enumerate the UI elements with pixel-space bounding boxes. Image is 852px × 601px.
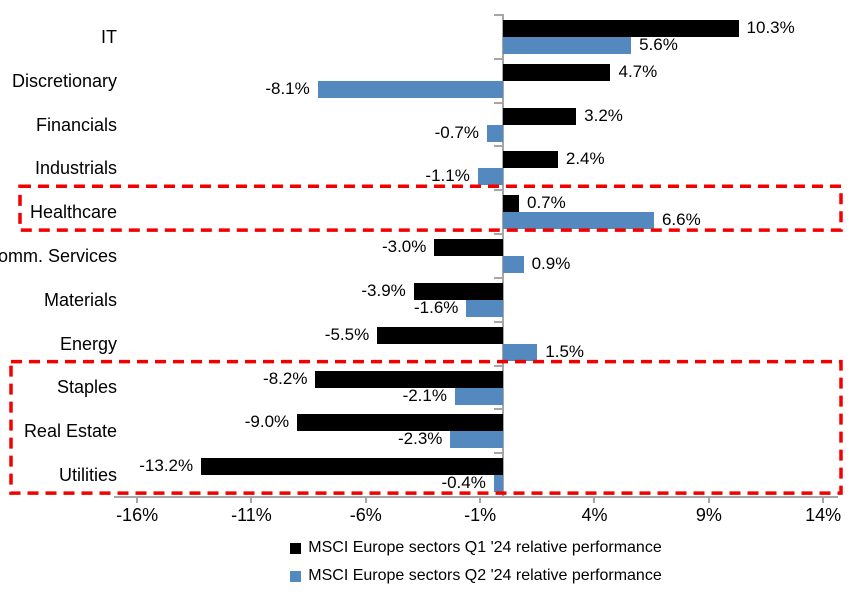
value-label: 1.5% [545, 341, 585, 361]
value-label: 10.3% [746, 18, 795, 37]
y-axis-tick [494, 189, 502, 192]
value-label: 4.7% [618, 61, 658, 81]
q2-bar [466, 299, 503, 317]
q2-bar [486, 124, 503, 142]
category-label: Industrials [34, 158, 117, 179]
q2-bar [503, 343, 538, 361]
x-axis-tick [479, 497, 482, 503]
value-label: -1.1% [425, 166, 470, 186]
q1-bar [413, 282, 503, 300]
value-label: -13.2% [139, 456, 194, 476]
value-label: 0.9% [531, 254, 571, 274]
value-label: -1.6% [414, 297, 459, 317]
y-axis-tick [494, 320, 502, 323]
category-label: Discretionary [11, 70, 117, 91]
y-axis-tick [494, 452, 502, 455]
y-axis-tick [494, 101, 502, 104]
value-label: -0.4% [441, 473, 486, 493]
category-label: Utilities [58, 465, 117, 486]
y-axis-tick [494, 233, 502, 236]
legend: MSCI Europe sectors Q1 '24 relative perf… [114, 534, 838, 590]
q2-bar [454, 387, 503, 405]
x-tick-label: -1% [464, 505, 497, 525]
x-axis-tick [250, 497, 253, 503]
q1-series-swatch-icon [290, 542, 302, 554]
x-axis-tick [364, 497, 367, 503]
q2-bar [317, 80, 503, 98]
x-tick-label: -6% [349, 505, 382, 525]
legend-item-q2: MSCI Europe sectors Q2 '24 relative perf… [290, 562, 662, 590]
y-axis-tick [494, 408, 502, 411]
q2-bar [503, 256, 524, 274]
q1-bar [503, 151, 558, 169]
q2-bar [450, 431, 503, 449]
x-tick-label: 9% [695, 505, 722, 525]
q1-bar [434, 239, 503, 257]
category-label: IT [101, 26, 117, 47]
q1-bar [315, 370, 503, 388]
x-axis-tick [136, 497, 139, 503]
q1-bar [503, 63, 611, 81]
category-label: Healthcare [29, 202, 117, 223]
value-label: -0.7% [434, 122, 479, 142]
y-axis-tick [494, 57, 502, 60]
q2-series-swatch-icon [290, 570, 302, 582]
y-axis-tick [494, 496, 502, 499]
q2-bar [503, 37, 632, 54]
highlight-box [18, 184, 843, 232]
x-axis-tick [822, 497, 825, 503]
category-label: Materials [43, 289, 117, 310]
y-axis-line [502, 14, 504, 497]
category-label: Energy [59, 333, 117, 354]
q2-bar [503, 212, 654, 230]
value-label: 3.2% [584, 105, 623, 125]
value-label: -8.2% [263, 368, 308, 388]
value-label: -8.1% [265, 78, 310, 98]
value-label: 0.7% [527, 193, 566, 213]
x-tick-label: 4% [581, 505, 608, 525]
value-label: 2.4% [565, 149, 605, 169]
value-label: -2.1% [402, 385, 447, 405]
y-axis-tick [494, 14, 502, 16]
x-axis-tick [593, 497, 596, 503]
y-axis-tick [494, 145, 502, 148]
value-label: -3.9% [361, 280, 406, 300]
legend-item-q1: MSCI Europe sectors Q1 '24 relative perf… [290, 534, 662, 562]
q2-bar [477, 168, 503, 186]
category-label: Comm. Services [0, 246, 117, 266]
category-label: Real Estate [23, 421, 117, 442]
x-axis-line [114, 496, 838, 498]
category-label: Financials [35, 114, 117, 135]
value-label: -3.0% [381, 237, 427, 257]
value-label: -5.5% [324, 324, 370, 344]
category-label: Staples [56, 377, 117, 398]
x-tick-label: -16% [116, 505, 159, 525]
legend-label-q2: MSCI Europe sectors Q2 '24 relative perf… [308, 567, 662, 584]
legend-label-q1: MSCI Europe sectors Q1 '24 relative perf… [308, 539, 662, 556]
value-label: 5.6% [639, 35, 678, 54]
q1-bar [503, 20, 739, 37]
value-label: -2.3% [397, 429, 443, 449]
x-tick-label: -11% [231, 505, 272, 525]
y-axis-tick [494, 364, 502, 367]
value-label: -9.0% [244, 412, 290, 432]
q2-bar [493, 475, 503, 493]
x-axis-tick [707, 497, 710, 503]
value-label: 6.6% [661, 210, 701, 230]
x-tick-label: 14% [805, 505, 842, 525]
q1-bar [503, 195, 519, 213]
q1-bar [377, 326, 503, 344]
y-axis-tick [494, 276, 502, 279]
q1-bar [503, 107, 577, 125]
